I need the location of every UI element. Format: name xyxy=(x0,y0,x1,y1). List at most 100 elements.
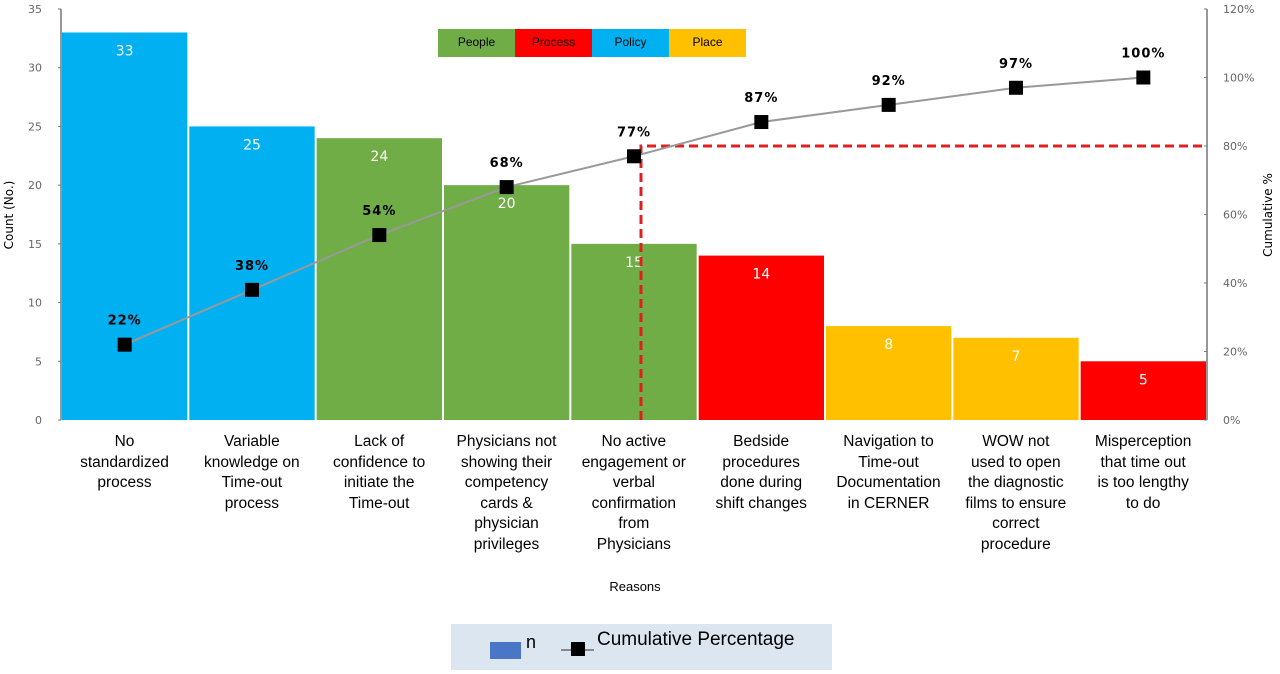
cumulative-label: 77% xyxy=(617,125,651,140)
y-tick-label: 35 xyxy=(28,3,42,16)
cumulative-marker xyxy=(245,282,259,297)
x-category-label: Bedside procedures done during shift change… xyxy=(698,432,825,514)
x-category-label-line: from xyxy=(618,515,650,532)
x-category-label-line: physician xyxy=(474,515,539,532)
bar xyxy=(826,326,952,420)
x-category-label: No standardized process xyxy=(61,432,188,494)
x-axis-title: Reasons xyxy=(609,579,661,594)
category-group-legend: People Process Policy Place xyxy=(438,29,746,57)
x-category-label-line: films to ensure xyxy=(965,494,1067,512)
series-legend: n Cumulative Percentage xyxy=(451,624,832,670)
y-tick-label: 25 xyxy=(28,120,42,133)
x-category-label-line: No xyxy=(114,433,135,450)
x-category-label-line: Time-out xyxy=(221,474,283,491)
cumulative-marker xyxy=(1009,80,1023,95)
cumulative-label: 22% xyxy=(108,314,142,329)
cumulative-label: 87% xyxy=(744,91,778,106)
bar xyxy=(189,126,315,420)
x-category-label-line: process xyxy=(97,474,152,491)
cumulative-label: 92% xyxy=(872,74,906,89)
cumulative-label: 38% xyxy=(235,259,269,274)
x-category-label-line: correct xyxy=(992,515,1040,532)
x-category-label-line: initiate the xyxy=(343,474,415,491)
y2-tick-label: 80% xyxy=(1223,140,1247,153)
x-category-label: Lack of confidence to initiate the Time-out xyxy=(316,432,443,514)
x-category-label-line: to do xyxy=(1125,494,1161,512)
x-category-label: Misperception that time out is too lengthy… xyxy=(1080,432,1207,514)
x-category-label-line: No active xyxy=(601,433,667,450)
bar xyxy=(316,138,442,420)
cumulative-marker xyxy=(754,115,769,130)
x-category-label-line: WOW not xyxy=(982,433,1050,450)
x-category-label-line: is too lengthy xyxy=(1097,474,1189,491)
x-category-label-line: used to open xyxy=(971,453,1061,471)
x-category-label-line: engagement or xyxy=(581,453,686,471)
x-category-label: Physicians not showing their competency car… xyxy=(443,432,570,555)
x-category-label-line: Time-out xyxy=(858,453,919,471)
y-tick-label: 10 xyxy=(28,297,42,310)
y2-tick-label: 60% xyxy=(1223,209,1247,222)
legend-bar-swatch xyxy=(490,642,521,659)
bar xyxy=(1080,361,1206,420)
x-category-label-line: that time out xyxy=(1100,453,1186,471)
x-category-label-line: Variable xyxy=(223,433,280,450)
y-tick-label: 30 xyxy=(28,62,42,75)
x-category-label-line: Lack of xyxy=(354,433,405,450)
bar-value-label: 8 xyxy=(884,337,893,353)
cumulative-marker xyxy=(499,180,514,195)
bar xyxy=(62,32,188,420)
y2-axis-title: Cumulative % xyxy=(1261,173,1275,257)
x-category-label-line: procedure xyxy=(980,535,1051,553)
y-tick-label: 20 xyxy=(28,179,42,192)
cumulative-label: 54% xyxy=(362,204,396,219)
x-category-label-line: Physicians not xyxy=(456,433,557,450)
bar-value-label: 24 xyxy=(370,149,388,165)
legend-place: Place xyxy=(669,29,746,57)
bar-value-label: 5 xyxy=(1139,372,1148,388)
cumulative-label: 97% xyxy=(999,57,1033,72)
cumulative-marker xyxy=(881,97,896,112)
x-category-label-line: confirmation xyxy=(591,494,677,512)
bar xyxy=(571,243,697,420)
y-tick-label: 15 xyxy=(28,238,42,251)
y2-tick-label: 20% xyxy=(1223,346,1247,359)
x-category-label-line: shift changes xyxy=(715,494,807,512)
x-category-label-line: the diagnostic xyxy=(968,474,1064,491)
x-category-label-line: Bedside xyxy=(733,433,790,450)
bar-value-label: 33 xyxy=(116,43,134,59)
x-category-label-line: Documentation xyxy=(836,474,941,491)
x-category-label-line: cards & xyxy=(480,494,533,512)
y2-tick-label: 0% xyxy=(1223,414,1240,427)
x-category-label: WOW not used to open the diagnostic films t… xyxy=(952,432,1079,555)
x-category-label-line: verbal xyxy=(612,474,655,491)
bar-value-label: 7 xyxy=(1012,349,1021,365)
bar xyxy=(444,185,570,420)
bar-value-label: 20 xyxy=(498,196,516,212)
y-tick-label: 0 xyxy=(35,414,42,427)
cumulative-marker xyxy=(627,149,641,164)
x-category-label-line: standardized xyxy=(80,453,169,471)
x-category-label-line: process xyxy=(224,494,279,512)
cumulative-label: 68% xyxy=(490,156,524,171)
legend-policy: Policy xyxy=(592,29,669,57)
x-category-label-line: Misperception xyxy=(1094,433,1192,450)
legend-people: People xyxy=(438,29,515,57)
legend-process: Process xyxy=(515,29,592,57)
x-category-label-line: showing their xyxy=(460,453,553,471)
x-category-label: No active engagement or verbal confirmation… xyxy=(570,432,697,555)
x-category-label-line: privileges xyxy=(473,535,540,553)
bar xyxy=(953,337,1079,420)
y2-tick-label: 100% xyxy=(1223,72,1254,85)
x-category-label-line: Time-out xyxy=(348,494,410,512)
x-category-label: Navigation to Time-out Documentation in CER… xyxy=(825,432,952,514)
bar-value-label: 15 xyxy=(625,255,643,271)
x-category-label-line: procedures xyxy=(722,453,800,471)
x-category-label-line: Physicians xyxy=(596,535,671,553)
x-category-label-line: in CERNER xyxy=(847,494,930,512)
legend-cumulative-label: Cumulative Percentage xyxy=(597,629,795,650)
bar-value-label: 14 xyxy=(752,267,770,283)
y-tick-label: 5 xyxy=(35,355,42,368)
y2-tick-label: 40% xyxy=(1223,277,1247,290)
bar-value-label: 25 xyxy=(243,137,261,153)
